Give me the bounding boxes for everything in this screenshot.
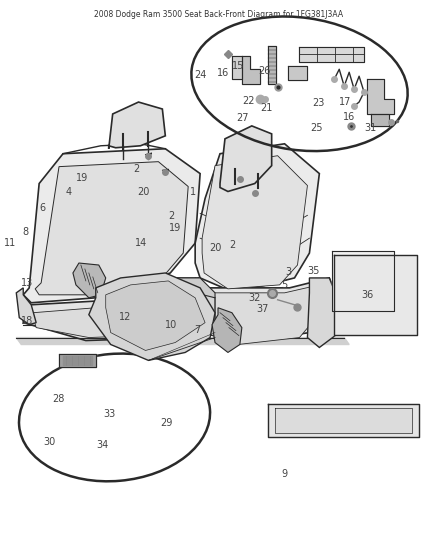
Polygon shape	[16, 288, 36, 325]
Polygon shape	[33, 286, 200, 337]
Text: 21: 21	[260, 103, 272, 112]
Text: 14: 14	[134, 238, 147, 248]
Text: 2: 2	[168, 211, 174, 221]
Text: 2: 2	[229, 240, 235, 251]
Polygon shape	[59, 354, 96, 367]
Text: 22: 22	[242, 96, 255, 106]
Polygon shape	[195, 278, 339, 343]
Polygon shape	[23, 278, 215, 341]
Text: 19: 19	[76, 173, 88, 183]
Polygon shape	[175, 278, 215, 298]
Polygon shape	[242, 56, 260, 84]
Polygon shape	[16, 337, 349, 344]
Text: 36: 36	[361, 289, 373, 300]
Polygon shape	[202, 156, 307, 289]
Polygon shape	[180, 305, 212, 313]
Text: 19: 19	[170, 223, 182, 233]
Text: 8: 8	[22, 227, 28, 237]
Text: 37: 37	[256, 304, 268, 314]
Text: 9: 9	[281, 469, 287, 479]
Text: 16: 16	[343, 112, 356, 122]
Polygon shape	[212, 308, 242, 352]
Text: 2: 2	[133, 164, 139, 174]
Text: 30: 30	[43, 438, 55, 447]
Polygon shape	[275, 408, 412, 433]
Text: 29: 29	[161, 418, 173, 428]
Text: 5: 5	[281, 280, 287, 290]
Text: 35: 35	[307, 266, 320, 276]
Polygon shape	[220, 126, 272, 191]
Text: 15: 15	[233, 61, 245, 71]
Text: 33: 33	[103, 409, 116, 419]
Polygon shape	[332, 251, 394, 311]
Polygon shape	[35, 161, 188, 295]
Text: 4: 4	[66, 188, 72, 197]
Polygon shape	[73, 263, 106, 298]
Text: 34: 34	[96, 440, 109, 450]
Text: 1: 1	[190, 188, 196, 197]
Polygon shape	[202, 285, 324, 344]
Text: 10: 10	[165, 320, 177, 330]
Text: 27: 27	[237, 113, 249, 123]
Text: 32: 32	[248, 293, 261, 303]
Polygon shape	[109, 102, 165, 149]
Text: 18: 18	[21, 316, 33, 326]
Polygon shape	[268, 404, 419, 437]
Polygon shape	[63, 357, 92, 365]
Polygon shape	[288, 66, 307, 80]
Text: 31: 31	[364, 123, 377, 133]
Text: 3: 3	[286, 267, 292, 277]
Text: 13: 13	[21, 278, 33, 288]
Polygon shape	[334, 255, 417, 335]
Polygon shape	[371, 114, 389, 126]
Polygon shape	[195, 144, 319, 293]
Text: 20: 20	[138, 188, 150, 197]
Polygon shape	[168, 278, 215, 337]
Text: 24: 24	[194, 70, 207, 80]
Text: 2008 Dodge Ram 3500 Seat Back-Front Diagram for 1FG381J3AA: 2008 Dodge Ram 3500 Seat Back-Front Diag…	[95, 10, 343, 19]
Text: 25: 25	[311, 123, 323, 133]
Text: 28: 28	[53, 394, 65, 404]
Text: 26: 26	[258, 66, 271, 76]
Text: 12: 12	[119, 312, 131, 322]
Polygon shape	[307, 278, 339, 348]
Text: 23: 23	[312, 99, 325, 108]
Text: 11: 11	[4, 238, 16, 248]
Text: 17: 17	[339, 98, 351, 107]
Polygon shape	[106, 281, 205, 351]
Polygon shape	[367, 79, 394, 114]
Text: 16: 16	[217, 68, 230, 78]
Polygon shape	[300, 47, 364, 62]
Text: 20: 20	[209, 243, 222, 253]
Polygon shape	[268, 46, 276, 84]
Polygon shape	[232, 56, 242, 79]
Text: 6: 6	[40, 203, 46, 213]
Polygon shape	[89, 273, 215, 360]
Text: 7: 7	[194, 325, 200, 335]
Polygon shape	[23, 149, 200, 303]
